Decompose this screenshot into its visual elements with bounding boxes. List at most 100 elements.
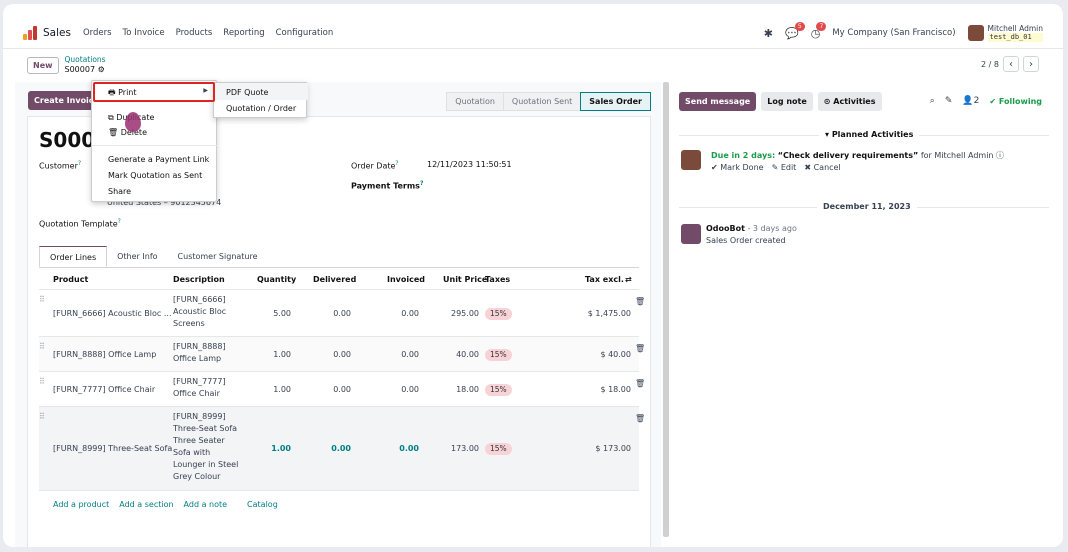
- menu-pdf-quote[interactable]: PDF Quote: [226, 88, 269, 97]
- sales-app-icon[interactable]: [23, 26, 37, 40]
- user-menu[interactable]: Mitchell Admin test_db_01: [967, 24, 1043, 42]
- table-row[interactable]: ⠿ [FURN_7777] Office Chair [FURN_7777] Of…: [39, 372, 645, 407]
- line-qty[interactable]: 1.00: [271, 444, 291, 453]
- tax-badge[interactable]: 15%: [485, 384, 512, 396]
- message-author[interactable]: OdooBot: [706, 224, 745, 233]
- table-row[interactable]: ⠿ [FURN_8888] Office Lamp [FURN_8888] Off…: [39, 337, 645, 372]
- line-description[interactable]: [FURN_8888] Office Lamp: [173, 342, 226, 363]
- line-invoiced: 0.00: [401, 309, 419, 318]
- trash-icon[interactable]: 🗑: [635, 297, 646, 306]
- col-tax-excl[interactable]: Tax excl.: [585, 275, 624, 284]
- chatter: Send message Log note ⊙ Activities ⌕ ✎ 👤…: [671, 82, 1056, 547]
- planned-activities-toggle[interactable]: ▾ Planned Activities: [819, 130, 920, 139]
- line-qty[interactable]: 1.00: [273, 350, 291, 359]
- notebook-tabs: Order Lines Other Info Customer Signatur…: [39, 246, 639, 268]
- table-row[interactable]: ⠿ [FURN_8999] Three-Seat Sofa [FURN_8999…: [39, 407, 645, 491]
- chat-icon[interactable]: 💬 5: [785, 21, 805, 40]
- col-quantity[interactable]: Quantity: [257, 275, 297, 284]
- line-price[interactable]: 40.00: [456, 350, 479, 359]
- following-button[interactable]: ✔ Following: [989, 96, 1042, 106]
- col-taxes[interactable]: Taxes: [485, 275, 511, 284]
- chatter-right-tools: ⌕ ✎ 👤2 ✔ Following: [930, 96, 1042, 106]
- drag-handle-icon[interactable]: ⠿: [39, 412, 45, 421]
- avatar: [967, 25, 984, 41]
- line-product[interactable]: [FURN_8888] Office Lamp: [53, 350, 157, 359]
- mark-done-button[interactable]: ✔ Mark Done: [711, 163, 764, 172]
- menu-products[interactable]: Products: [175, 28, 213, 38]
- tax-badge[interactable]: 15%: [485, 349, 512, 361]
- company-switcher[interactable]: My Company (San Francisco): [832, 28, 956, 38]
- order-date-value[interactable]: 12/11/2023 11:50:51: [427, 160, 512, 169]
- tab-order-lines[interactable]: Order Lines: [39, 246, 108, 267]
- clock-icon[interactable]: ◷ 7: [811, 21, 827, 40]
- pager-previous-icon[interactable]: ‹: [1003, 56, 1019, 72]
- tab-customer-signature[interactable]: Customer Signature: [177, 252, 258, 261]
- order-lines-table: Product Description Quantity Delivered I…: [39, 270, 645, 491]
- add-note-link[interactable]: Add a note: [183, 500, 228, 509]
- new-button[interactable]: New: [27, 56, 59, 74]
- menu-quotation-order[interactable]: Quotation / Order: [226, 104, 297, 113]
- gear-icon[interactable]: ⚙: [97, 65, 105, 74]
- drag-handle-icon[interactable]: ⠿: [39, 342, 45, 351]
- line-description[interactable]: [FURN_7777] Office Chair: [173, 377, 226, 398]
- edit-button[interactable]: ✎ Edit: [771, 163, 797, 172]
- log-note-button[interactable]: Log note: [761, 92, 813, 111]
- info-icon[interactable]: ⓘ: [996, 151, 1005, 160]
- trash-icon[interactable]: 🗑: [635, 379, 646, 388]
- clock-icon: ⊙: [823, 97, 831, 106]
- trash-icon[interactable]: 🗑: [635, 344, 646, 353]
- menu-share[interactable]: Share: [108, 187, 132, 196]
- menu-generate-payment-link[interactable]: Generate a Payment Link: [108, 155, 210, 164]
- tax-badge[interactable]: 15%: [485, 308, 512, 320]
- caret-right-icon: ▶: [203, 87, 208, 94]
- create-invoice-button[interactable]: Create Invoice: [28, 90, 105, 110]
- col-unit-price[interactable]: Unit Price: [443, 275, 488, 284]
- add-product-link[interactable]: Add a product: [53, 500, 110, 509]
- stage-sales-order[interactable]: Sales Order: [580, 92, 651, 111]
- col-invoiced[interactable]: Invoiced: [387, 275, 426, 284]
- line-price[interactable]: 18.00: [456, 385, 479, 394]
- stage-quotation[interactable]: Quotation: [446, 92, 504, 111]
- menu-to-invoice[interactable]: To Invoice: [122, 28, 165, 38]
- menu-reporting[interactable]: Reporting: [223, 28, 265, 38]
- col-delivered[interactable]: Delivered: [313, 275, 357, 284]
- line-price[interactable]: 173.00: [451, 444, 479, 453]
- col-product[interactable]: Product: [53, 275, 89, 284]
- line-qty[interactable]: 5.00: [273, 309, 291, 318]
- drag-handle-icon[interactable]: ⠿: [39, 295, 45, 304]
- menu-orders[interactable]: Orders: [82, 28, 112, 38]
- bug-icon[interactable]: ✱: [763, 26, 773, 40]
- col-description[interactable]: Description: [173, 275, 225, 284]
- stage-quotation-sent[interactable]: Quotation Sent: [502, 92, 582, 111]
- menu-mark-as-sent[interactable]: Mark Quotation as Sent: [108, 171, 203, 180]
- followers-icon[interactable]: 👤2: [962, 96, 980, 106]
- line-description[interactable]: [FURN_8999] Three-Seat Sofa Three Seater So…: [173, 412, 239, 481]
- table-row[interactable]: ⠿ [FURN_6666] Acoustic Bloc ... [FURN_66…: [39, 290, 645, 337]
- column-settings-icon[interactable]: ⇄: [625, 275, 632, 284]
- menu-print[interactable]: 🖶 Print: [108, 88, 137, 97]
- add-section-link[interactable]: Add a section: [119, 500, 174, 509]
- drag-handle-icon[interactable]: ⠿: [39, 377, 45, 386]
- line-price[interactable]: 295.00: [451, 309, 479, 318]
- line-product[interactable]: [FURN_8999] Three-Seat Sofa: [53, 444, 173, 453]
- breadcrumb-quotations[interactable]: Quotations: [64, 55, 106, 64]
- menu-configuration[interactable]: Configuration: [275, 28, 334, 38]
- tab-other-info[interactable]: Other Info: [117, 252, 158, 261]
- activities-button[interactable]: ⊙ Activities: [817, 92, 882, 111]
- line-product[interactable]: [FURN_7777] Office Chair: [53, 385, 156, 394]
- catalog-link[interactable]: Catalog: [247, 500, 278, 509]
- trash-icon[interactable]: 🗑: [635, 414, 646, 423]
- search-icon[interactable]: ⌕: [929, 96, 935, 106]
- tax-badge[interactable]: 15%: [485, 443, 512, 455]
- app-name[interactable]: Sales: [43, 27, 71, 39]
- paperclip-icon[interactable]: ✎: [944, 96, 953, 106]
- cancel-button[interactable]: ✖ Cancel: [804, 163, 841, 172]
- line-product[interactable]: [FURN_6666] Acoustic Bloc ...: [53, 309, 172, 318]
- form-scrollbar[interactable]: [663, 82, 669, 537]
- pager-next-icon[interactable]: ›: [1023, 56, 1039, 72]
- menu-delete[interactable]: 🗑 Delete: [108, 128, 147, 137]
- line-qty[interactable]: 1.00: [273, 385, 291, 394]
- send-message-button[interactable]: Send message: [679, 92, 757, 111]
- line-description[interactable]: [FURN_6666] Acoustic Bloc Screens: [173, 295, 227, 328]
- pager-value[interactable]: 2 / 8: [981, 59, 999, 69]
